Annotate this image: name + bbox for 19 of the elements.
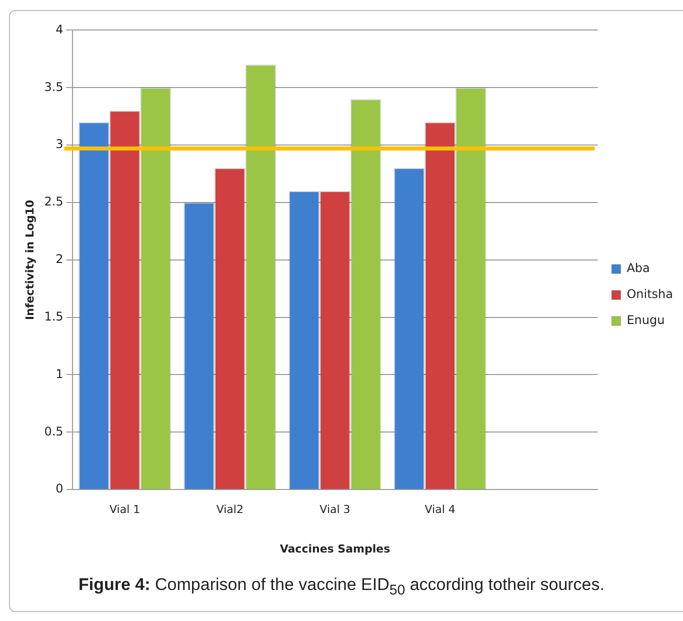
x-tick-label: Vial 4 [424, 503, 456, 516]
legend-label: Aba [626, 261, 650, 276]
y-tick-label: 3 [56, 137, 64, 152]
caption: Figure 4: Comparison of the vaccine EID$_{50}$ according totheir sources. [78, 575, 606, 598]
y-tick-label: 2 [56, 252, 64, 266]
y-tick-label: 0 [56, 482, 64, 496]
x-tick-label: Vial 1 [110, 503, 140, 516]
y-tick-label: 1 [56, 366, 64, 381]
x-tick-label: Vial2 [216, 503, 244, 516]
legend-label: Onitsha [626, 287, 674, 302]
y-tick-label: 2.5 [44, 194, 64, 209]
y-tick-label: 1.5 [44, 309, 64, 324]
x-tick-label: Vial 3 [320, 503, 350, 516]
y-axis-title: Infectivity in Log10 [23, 200, 36, 320]
legend-label: Enugu [626, 313, 665, 328]
x-axis-title: Vaccines Samples [280, 542, 391, 556]
y-tick-label: 0.5 [44, 424, 64, 438]
y-tick-label: 4 [56, 22, 64, 36]
y-tick-label: 3.5 [44, 80, 64, 94]
